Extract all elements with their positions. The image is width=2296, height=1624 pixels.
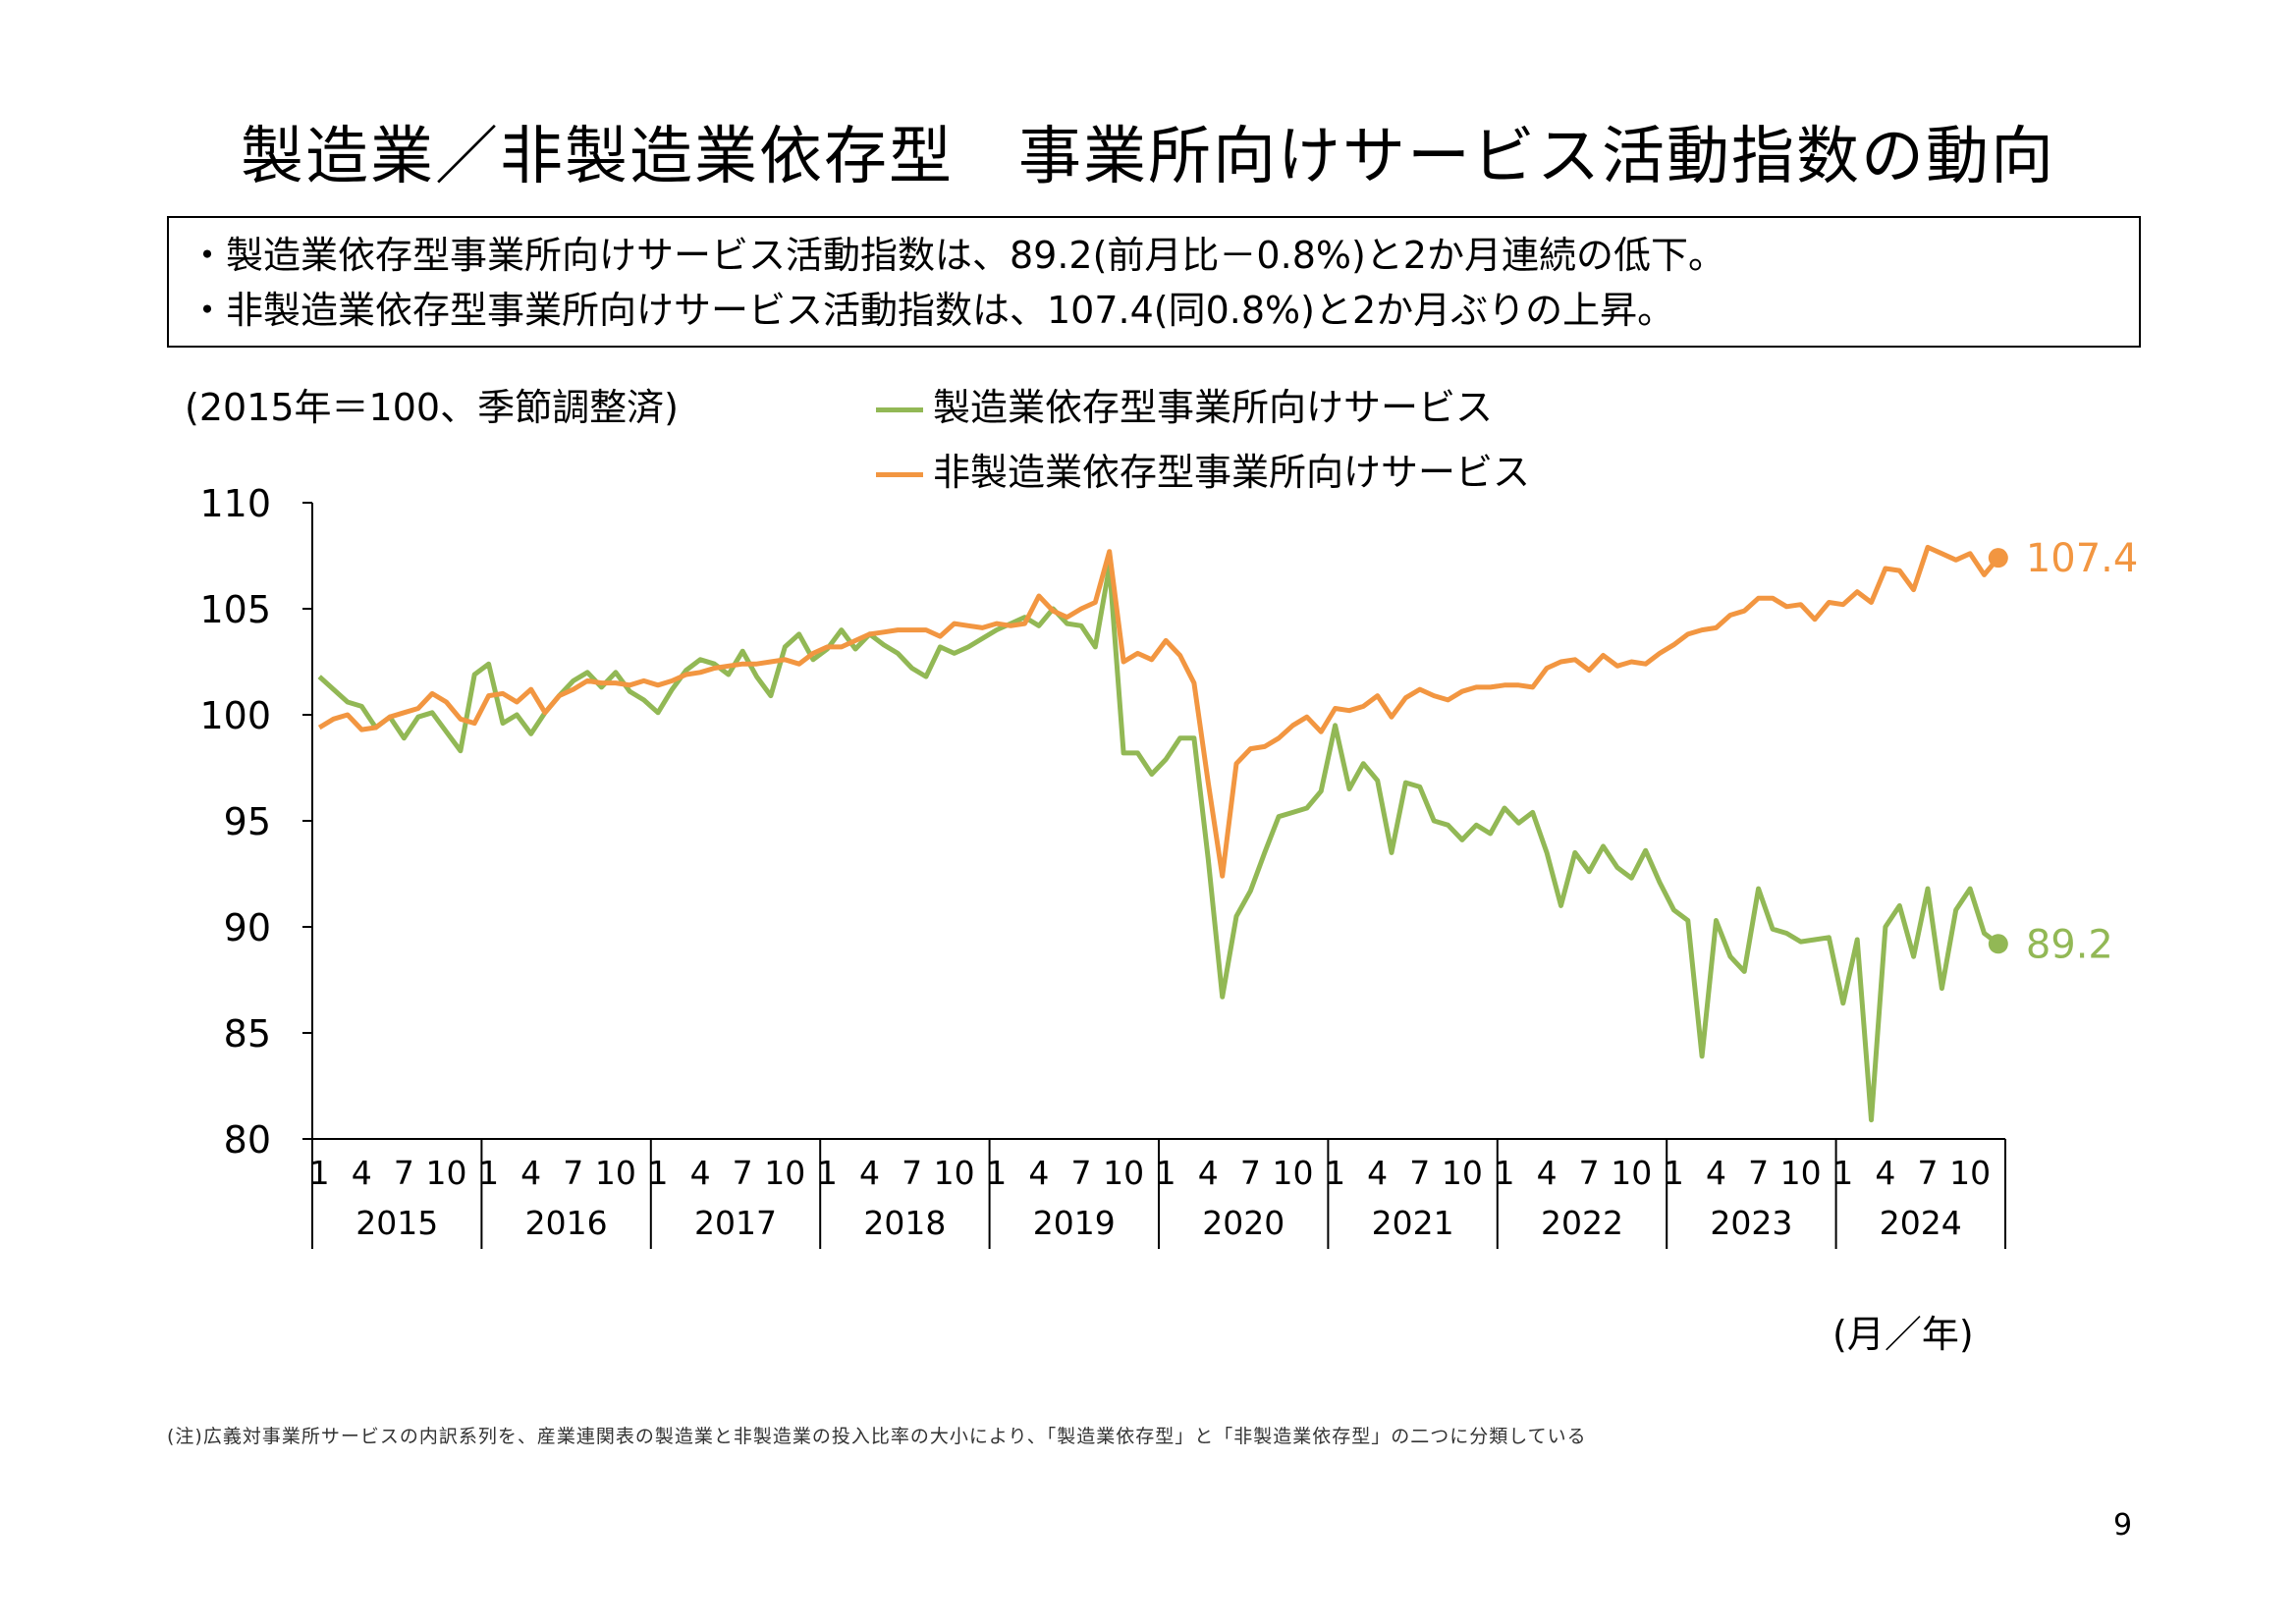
series-line-non-manufacturing: [317, 544, 2000, 879]
x-month-tick-label: 4: [352, 1154, 372, 1192]
x-month-tick-label: 10: [1611, 1154, 1652, 1192]
legend-item-non-manufacturing: 非製造業依存型事業所向けサービス: [876, 442, 1530, 496]
x-month-tick-label: 7: [1070, 1154, 1091, 1192]
x-month-tick-label: 10: [934, 1154, 975, 1192]
x-month-tick-label: 10: [1272, 1154, 1313, 1192]
y-tick-label: 105: [199, 588, 271, 631]
x-month-tick-label: 10: [1780, 1154, 1822, 1192]
y-tick-label: 80: [224, 1118, 271, 1162]
x-year-label: 2019: [1033, 1204, 1116, 1242]
x-month-tick-label: 1: [1664, 1154, 1684, 1192]
x-month-tick-label: 7: [1748, 1154, 1769, 1192]
x-year-label: 2015: [355, 1204, 438, 1242]
x-year-label: 2023: [1710, 1204, 1792, 1242]
page-title: 製造業／非製造業依存型 事業所向けサービス活動指数の動向: [241, 121, 2055, 193]
x-unit-label: (月／年): [1832, 1313, 1974, 1356]
x-month-tick-label: 4: [1367, 1154, 1388, 1192]
x-month-tick-label: 7: [733, 1154, 753, 1192]
x-month-tick-label: 4: [859, 1154, 880, 1192]
summary-line-non-manufacturing: ・非製造業依存型事業所向けサービス活動指数は、107.4(同0.8%)と2か月ぶ…: [189, 289, 1675, 332]
x-month-tick-label: 10: [764, 1154, 805, 1192]
x-month-tick-label: 1: [1832, 1154, 1853, 1192]
x-month-tick-label: 4: [1706, 1154, 1726, 1192]
x-month-tick-label: 4: [1537, 1154, 1558, 1192]
y-tick-label: 90: [224, 906, 271, 949]
x-month-tick-label: 10: [595, 1154, 636, 1192]
x-month-tick-label: 1: [478, 1154, 499, 1192]
legend-swatch-manufacturing: [876, 407, 923, 412]
x-month-tick-label: 4: [690, 1154, 711, 1192]
summary-box: ・製造業依存型事業所向けサービス活動指数は、89.2(前月比－0.8%)と2か月…: [167, 216, 2141, 348]
x-year-label: 2018: [863, 1204, 946, 1242]
y-tick-label: 95: [224, 800, 271, 843]
legend-label-non-manufacturing: 非製造業依存型事業所向けサービス: [933, 451, 1531, 494]
x-month-tick-label: 7: [1579, 1154, 1600, 1192]
x-month-tick-label: 4: [1875, 1154, 1895, 1192]
y-unit-label: (2015年＝100、季節調整済): [185, 386, 679, 429]
x-month-tick-label: 1: [817, 1154, 838, 1192]
y-tick-label: 110: [199, 482, 271, 525]
end-label-manufacturing: 89.2: [2026, 922, 2113, 967]
x-month-tick-label: 4: [1028, 1154, 1049, 1192]
x-month-tick-label: 7: [563, 1154, 583, 1192]
x-month-tick-label: 10: [1442, 1154, 1483, 1192]
x-year-label: 2016: [525, 1204, 608, 1242]
series-endpoint-non-manufacturing: [1988, 548, 2008, 568]
legend-item-manufacturing: 製造業依存型事業所向けサービス: [876, 377, 1493, 431]
x-month-tick-label: 10: [425, 1154, 466, 1192]
x-month-tick-label: 1: [1156, 1154, 1176, 1192]
summary-line-manufacturing: ・製造業依存型事業所向けサービス活動指数は、89.2(前月比－0.8%)と2か月…: [189, 234, 1725, 277]
y-tick-label: 85: [224, 1012, 271, 1056]
footnote: (注)広義対事業所サービスの内訳系列を、産業連関表の製造業と非製造業の投入比率の…: [167, 1426, 1587, 1447]
x-year-label: 2017: [694, 1204, 777, 1242]
end-label-non-manufacturing: 107.4: [2026, 536, 2139, 581]
x-year-label: 2024: [1880, 1204, 1962, 1242]
x-month-tick-label: 1: [647, 1154, 668, 1192]
y-tick-label: 100: [199, 694, 271, 737]
x-month-tick-label: 7: [1240, 1154, 1261, 1192]
x-month-tick-label: 1: [309, 1154, 330, 1192]
page-number: 9: [2113, 1508, 2133, 1543]
x-month-tick-label: 10: [1949, 1154, 1991, 1192]
x-year-label: 2022: [1541, 1204, 1623, 1242]
x-month-tick-label: 7: [394, 1154, 414, 1192]
x-month-tick-label: 1: [986, 1154, 1007, 1192]
x-month-tick-label: 1: [1494, 1154, 1514, 1192]
x-month-tick-label: 10: [1103, 1154, 1144, 1192]
x-year-label: 2021: [1372, 1204, 1454, 1242]
x-month-tick-label: 1: [1325, 1154, 1345, 1192]
x-month-tick-label: 4: [520, 1154, 541, 1192]
legend-swatch-non-manufacturing: [876, 472, 923, 477]
x-month-tick-label: 7: [1409, 1154, 1430, 1192]
x-year-label: 2020: [1202, 1204, 1285, 1242]
series-endpoint-manufacturing: [1988, 934, 2008, 954]
legend-label-manufacturing: 製造業依存型事業所向けサービス: [933, 386, 1494, 429]
x-month-tick-label: 7: [1917, 1154, 1938, 1192]
x-month-tick-label: 4: [1198, 1154, 1219, 1192]
x-month-tick-label: 7: [902, 1154, 922, 1192]
